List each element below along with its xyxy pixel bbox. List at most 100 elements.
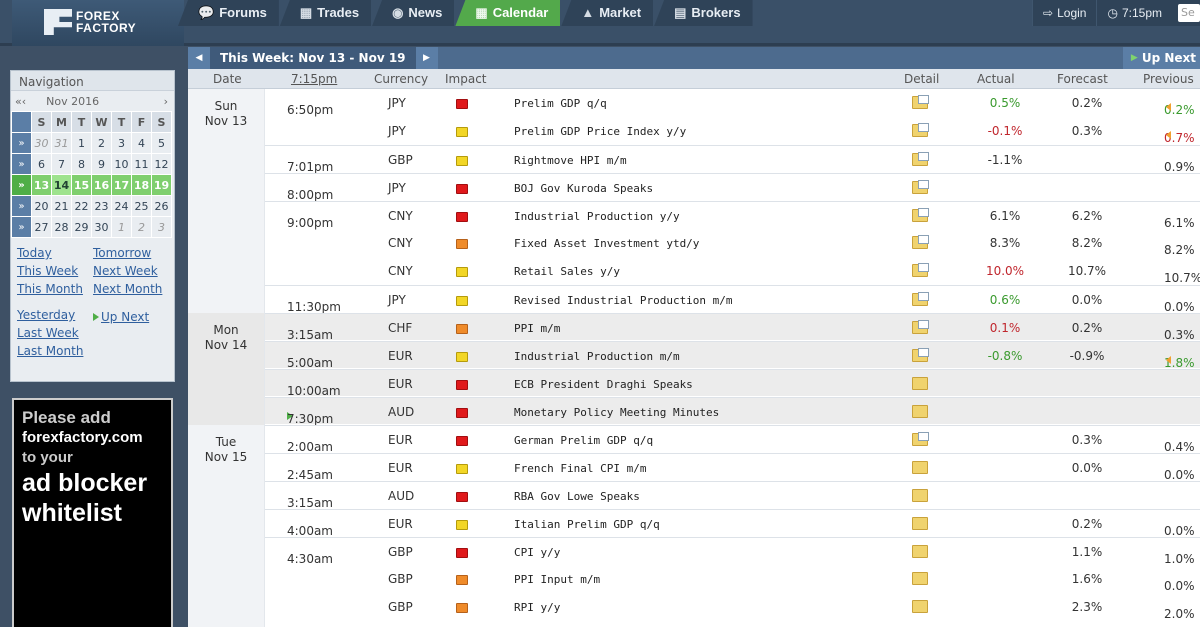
event-title[interactable]: French Final CPI m/m (514, 462, 647, 475)
event-row[interactable]: GBP RPI y/y 2.3% 2.0% (265, 593, 1200, 621)
detail-folder-icon[interactable] (912, 320, 929, 334)
nav-tab-news[interactable]: ◉ News (372, 0, 455, 26)
event-title[interactable]: German Prelim GDP q/q (514, 434, 654, 447)
calendar-day[interactable]: 30 (31, 132, 52, 154)
event-title[interactable]: PPI Input m/m (514, 573, 601, 586)
event-row[interactable]: 3:15am AUD RBA Gov Lowe Speaks (265, 481, 1200, 510)
calendar-day[interactable]: 25 (131, 195, 152, 217)
event-title[interactable]: ECB President Draghi Speaks (514, 378, 693, 391)
calendar-day[interactable]: 20 (31, 195, 52, 217)
event-row[interactable]: 10:00am EUR ECB President Draghi Speaks (265, 369, 1200, 398)
event-row[interactable]: 7:01pm GBP Rightmove HPI m/m -1.1% 0.9% (265, 145, 1200, 174)
detail-folder-icon[interactable] (912, 432, 929, 446)
week-select-button[interactable]: » (11, 153, 32, 175)
calendar-day[interactable]: 7 (51, 153, 72, 175)
calendar-day[interactable]: 13 (31, 174, 52, 196)
detail-folder-icon[interactable] (912, 180, 929, 194)
next-month-button[interactable]: › (163, 95, 168, 108)
week-select-button[interactable]: » (11, 132, 32, 154)
detail-folder-icon[interactable] (912, 123, 929, 137)
event-row[interactable]: CNY Fixed Asset Investment ytd/y 8.3% 8.2% 8… (265, 229, 1200, 257)
event-title[interactable]: Monetary Policy Meeting Minutes (514, 406, 720, 419)
calendar-day[interactable]: 15 (71, 174, 92, 196)
detail-folder-icon[interactable] (912, 461, 928, 474)
next-week-button[interactable]: ▶ (415, 47, 438, 69)
event-title[interactable]: Revised Industrial Production m/m (514, 294, 733, 307)
nav-tab-trades[interactable]: ▦ Trades (279, 0, 372, 26)
login-link[interactable]: ⇨ Login (1032, 0, 1096, 26)
detail-folder-icon[interactable] (912, 600, 928, 613)
impact-folder-icon[interactable] (456, 464, 468, 474)
link-up-next[interactable]: Up Next (101, 310, 150, 324)
week-select-button[interactable]: » (11, 216, 32, 238)
nav-tab-market[interactable]: ▲ Market (561, 0, 654, 26)
calendar-day[interactable]: 9 (91, 153, 112, 175)
impact-folder-icon[interactable] (456, 212, 468, 222)
impact-folder-icon[interactable] (456, 380, 468, 390)
link-last-week[interactable]: Last Week (17, 326, 79, 340)
calendar-day[interactable]: 4 (131, 132, 152, 154)
impact-folder-icon[interactable] (456, 575, 468, 585)
impact-folder-icon[interactable] (456, 184, 468, 194)
calendar-day[interactable]: 2 (91, 132, 112, 154)
calendar-day[interactable]: 31 (51, 132, 72, 154)
impact-folder-icon[interactable] (456, 408, 468, 418)
link-last-month[interactable]: Last Month (17, 344, 84, 358)
link-tomorrow[interactable]: Tomorrow (93, 246, 152, 260)
event-row[interactable]: JPY Prelim GDP Price Index y/y -0.1% 0.3% 0.… (265, 117, 1200, 145)
event-row[interactable]: 7:30pm AUD Monetary Policy Meeting Minutes (265, 397, 1200, 426)
link-this-week[interactable]: This Week (17, 264, 79, 278)
event-row[interactable]: 4:30am GBP CPI y/y 1.1% 1.0% (265, 537, 1200, 566)
calendar-day[interactable]: 12 (151, 153, 172, 175)
event-row[interactable]: 11:30pm JPY Revised Industrial Production … (265, 285, 1200, 314)
event-row[interactable]: CNY Retail Sales y/y 10.0% 10.7% 10.7% (265, 257, 1200, 285)
calendar-day[interactable]: 10 (111, 153, 132, 175)
event-title[interactable]: Prelim GDP Price Index y/y (514, 125, 687, 138)
detail-folder-icon[interactable] (912, 348, 929, 362)
up-next-button[interactable]: ▶ Up Next (1122, 47, 1200, 69)
impact-folder-icon[interactable] (456, 548, 468, 558)
impact-folder-icon[interactable] (456, 352, 468, 362)
impact-folder-icon[interactable] (456, 603, 468, 613)
week-select-button[interactable]: » (11, 174, 32, 196)
calendar-day[interactable]: 27 (31, 216, 52, 238)
calendar-day[interactable]: 3 (151, 216, 172, 238)
event-row[interactable]: 4:00am EUR Italian Prelim GDP q/q 0.2% 0.0% (265, 509, 1200, 538)
calendar-day[interactable]: 23 (91, 195, 112, 217)
detail-folder-icon[interactable] (912, 152, 929, 166)
calendar-day[interactable]: 19 (151, 174, 172, 196)
link-next-week[interactable]: Next Week (93, 264, 158, 278)
event-row[interactable]: 6:50pm JPY Prelim GDP q/q 0.5% 0.2% 0.2% (265, 89, 1200, 117)
event-title[interactable]: RPI y/y (514, 601, 561, 614)
event-title[interactable]: Industrial Production m/m (514, 350, 680, 363)
event-title[interactable]: Retail Sales y/y (514, 265, 620, 278)
detail-folder-icon[interactable] (912, 235, 929, 249)
impact-folder-icon[interactable] (456, 127, 468, 137)
calendar-day[interactable]: 3 (111, 132, 132, 154)
event-row[interactable]: 8:00pm JPY BOJ Gov Kuroda Speaks (265, 173, 1200, 202)
calendar-day[interactable]: 1 (71, 132, 92, 154)
event-title[interactable]: Fixed Asset Investment ytd/y (514, 237, 700, 250)
impact-folder-icon[interactable] (456, 99, 468, 109)
event-title[interactable]: Industrial Production y/y (514, 210, 680, 223)
event-row[interactable]: 5:00am EUR Industrial Production m/m -0.8% -… (265, 341, 1200, 370)
nav-tab-brokers[interactable]: ▤ Brokers (654, 0, 753, 26)
event-title[interactable]: PPI m/m (514, 322, 561, 335)
prev-year-button[interactable]: « (15, 95, 22, 108)
calendar-day[interactable]: 28 (51, 216, 72, 238)
calendar-day[interactable]: 30 (91, 216, 112, 238)
detail-folder-icon[interactable] (912, 292, 929, 306)
clock-time[interactable]: ◷ 7:15pm (1096, 0, 1172, 26)
detail-folder-icon[interactable] (912, 377, 928, 390)
calendar-day[interactable]: 1 (111, 216, 132, 238)
calendar-day[interactable]: 22 (71, 195, 92, 217)
calendar-day[interactable]: 8 (71, 153, 92, 175)
detail-folder-icon[interactable] (912, 545, 928, 558)
calendar-day[interactable]: 18 (131, 174, 152, 196)
calendar-day-today[interactable]: 14 (51, 174, 72, 196)
calendar-day[interactable]: 16 (91, 174, 112, 196)
impact-folder-icon[interactable] (456, 520, 468, 530)
calendar-day[interactable]: 17 (111, 174, 132, 196)
impact-folder-icon[interactable] (456, 436, 468, 446)
prev-month-button[interactable]: ‹ (21, 95, 27, 108)
